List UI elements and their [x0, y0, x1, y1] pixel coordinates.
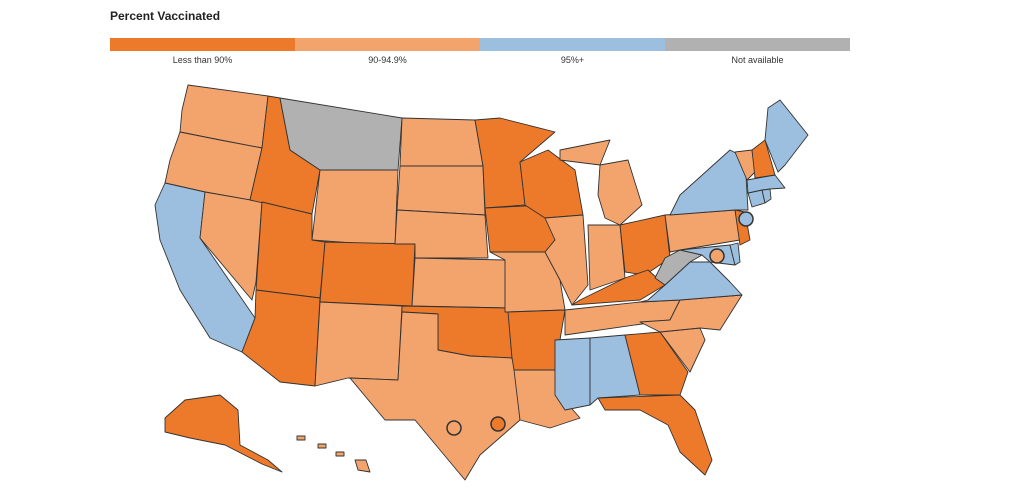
- state-ak[interactable]: [164, 394, 283, 473]
- legend-swatch-90-94: [295, 38, 480, 51]
- legend-label-lt90: Less than 90%: [172, 55, 233, 65]
- state-il[interactable]: [544, 214, 589, 306]
- state-de[interactable]: [729, 242, 741, 266]
- legend-swatch-na: [665, 38, 850, 51]
- legend-label-95plus: 95%+: [560, 55, 585, 65]
- state-nh[interactable]: [751, 139, 776, 179]
- state-ks[interactable]: [411, 257, 509, 309]
- state-oh[interactable]: [619, 214, 671, 276]
- states-layer: [154, 84, 809, 481]
- city-marker-san-antonio[interactable]: [446, 420, 462, 436]
- state-ms[interactable]: [554, 337, 591, 411]
- legend: Less than 90% 90-94.9% 95%+ Not availabl…: [110, 38, 850, 65]
- state-az[interactable]: [241, 289, 321, 387]
- city-marker-new-york[interactable]: [738, 211, 754, 227]
- state-wy[interactable]: [311, 169, 399, 247]
- state-tx[interactable]: [349, 311, 521, 481]
- legend-item-lt90: Less than 90%: [110, 38, 295, 65]
- city-marker-houston[interactable]: [490, 416, 506, 432]
- state-al[interactable]: [589, 334, 641, 406]
- state-ny[interactable]: [669, 149, 749, 216]
- legend-label-90-94: 90-94.9%: [368, 55, 407, 65]
- cities-layer: [446, 211, 754, 436]
- legend-swatch-lt90: [110, 38, 295, 51]
- legend-label-na: Not available: [731, 55, 784, 65]
- legend-item-90-94: 90-94.9%: [295, 38, 480, 65]
- state-sd[interactable]: [396, 165, 486, 216]
- city-marker-washington-dc[interactable]: [709, 248, 725, 264]
- legend-item-na: Not available: [665, 38, 850, 65]
- state-nm[interactable]: [314, 301, 403, 387]
- legend-item-95plus: 95%+: [480, 38, 665, 65]
- state-me[interactable]: [764, 99, 809, 173]
- state-nd[interactable]: [399, 117, 484, 167]
- state-nc[interactable]: [639, 294, 743, 333]
- state-hi[interactable]: [296, 435, 371, 473]
- state-co[interactable]: [319, 241, 416, 307]
- state-ga[interactable]: [624, 331, 689, 396]
- state-fl[interactable]: [597, 394, 713, 476]
- map-title: Percent Vaccinated: [110, 9, 221, 23]
- legend-swatch-95plus: [480, 38, 665, 51]
